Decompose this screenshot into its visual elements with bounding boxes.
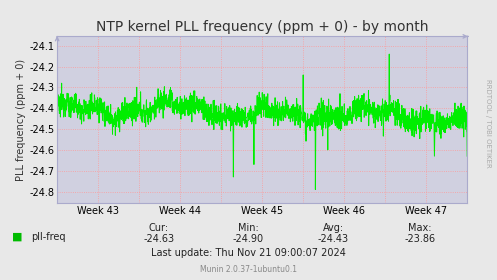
Text: pll-freq: pll-freq	[31, 232, 66, 242]
Text: Max:: Max:	[408, 223, 432, 233]
Text: -24.63: -24.63	[144, 234, 174, 244]
Text: Min:: Min:	[238, 223, 259, 233]
Text: Avg:: Avg:	[323, 223, 343, 233]
Text: RRDTOOL / TOBI OETIKER: RRDTOOL / TOBI OETIKER	[485, 79, 491, 167]
Text: Last update: Thu Nov 21 09:00:07 2024: Last update: Thu Nov 21 09:00:07 2024	[151, 248, 346, 258]
Y-axis label: PLL frequency (ppm + 0): PLL frequency (ppm + 0)	[16, 59, 26, 181]
Text: Munin 2.0.37-1ubuntu0.1: Munin 2.0.37-1ubuntu0.1	[200, 265, 297, 274]
Text: -24.90: -24.90	[233, 234, 264, 244]
Text: Cur:: Cur:	[149, 223, 169, 233]
Title: NTP kernel PLL frequency (ppm + 0) - by month: NTP kernel PLL frequency (ppm + 0) - by …	[96, 20, 428, 34]
Text: -24.43: -24.43	[318, 234, 348, 244]
Text: ■: ■	[12, 232, 23, 242]
Text: -23.86: -23.86	[405, 234, 435, 244]
